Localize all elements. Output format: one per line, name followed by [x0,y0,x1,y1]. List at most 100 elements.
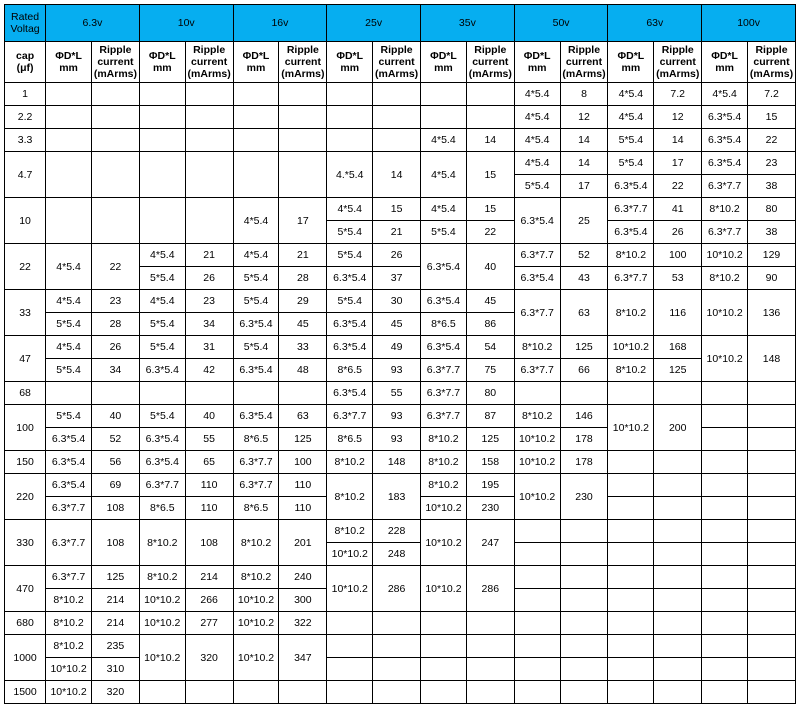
cell-rc: 14 [560,129,608,152]
cell-dl: 4*5.4 [608,83,654,106]
cell-dl: 5*5.4 [139,267,185,290]
cap-label: 680 [5,612,46,635]
subheader-ripple: Ripplecurrent(mArms) [92,42,140,83]
cell-dl-empty [327,83,373,106]
data-row: 4.74.*5.4144*5.4154*5.4145*5.4176.3*5.42… [5,152,796,175]
cell-dl: 4*5.4 [46,290,92,313]
cell-rc-empty [748,382,796,405]
subheader-ripple: Ripplecurrent(mArms) [560,42,608,83]
cell-dl-empty [702,405,748,428]
cell-dl: 6.3*5.4 [327,267,373,290]
header-cap: cap(μf) [5,42,46,83]
subheader-dl: ΦD*Lmm [46,42,92,83]
subheader-ripple: Ripplecurrent(mArms) [185,42,233,83]
cell-rc-empty [654,612,702,635]
cell-dl: 8*6.5 [421,313,467,336]
cell-dl: 6.3*7.7 [514,290,560,336]
cell-rc: 22 [654,175,702,198]
data-row: 14*5.484*5.47.24*5.47.2 [5,83,796,106]
cell-dl: 4*5.4 [514,129,560,152]
cell-dl-empty [702,658,748,681]
data-row: 3.34*5.4144*5.4145*5.4146.3*5.422 [5,129,796,152]
subheader-dl: ΦD*Lmm [327,42,373,83]
cap-label: 1 [5,83,46,106]
cell-dl-empty [139,681,185,704]
cell-rc: 22 [466,221,514,244]
cell-rc: 17 [560,175,608,198]
cell-rc: 125 [466,428,514,451]
cap-label: 1500 [5,681,46,704]
cell-rc: 54 [466,336,514,359]
cell-dl: 5*5.4 [139,405,185,428]
cell-dl: 5*5.4 [46,359,92,382]
cell-rc-empty [92,129,140,152]
cell-rc-empty [279,129,327,152]
cell-rc: 23 [92,290,140,313]
cell-rc: 87 [466,405,514,428]
cell-dl: 8*6.5 [327,428,373,451]
cell-rc: 214 [92,612,140,635]
cell-dl: 8*10.2 [421,428,467,451]
cell-dl: 6.3*7.7 [702,221,748,244]
cell-rc-empty [748,520,796,543]
cell-dl: 6.3*7.7 [421,359,467,382]
cell-dl: 5*5.4 [327,244,373,267]
cap-label: 2.2 [5,106,46,129]
cell-dl: 6.3*7.7 [514,244,560,267]
cell-dl-empty [702,382,748,405]
cell-rc: 55 [185,428,233,451]
data-row: 224*5.4224*5.4214*5.4215*5.4266.3*5.4406… [5,244,796,267]
cell-dl: 6.3*7.7 [233,451,279,474]
table-header: RatedVoltag6.3v10v16v25v35v50v63v100vcap… [5,5,796,83]
cell-dl-empty [139,129,185,152]
cell-dl: 8*10.2 [421,451,467,474]
cell-dl-empty [233,681,279,704]
cell-rc: 7.2 [748,83,796,106]
cell-dl: 5*5.4 [514,175,560,198]
cell-rc-empty [373,681,421,704]
cell-rc-empty [748,681,796,704]
cell-dl: 6.3*7.7 [514,359,560,382]
cell-dl: 10*10.2 [139,589,185,612]
cell-dl-empty [421,635,467,658]
cell-rc-empty [185,106,233,129]
cell-rc: 29 [279,290,327,313]
header-voltage-35v: 35v [421,5,515,42]
cell-rc: 168 [654,336,702,359]
cell-rc: 116 [654,290,702,336]
header-voltage-50v: 50v [514,5,608,42]
cell-dl-empty [327,106,373,129]
cell-dl-empty [702,612,748,635]
cell-dl: 10*10.2 [233,635,279,681]
cell-rc: 34 [92,359,140,382]
cell-rc: 14 [654,129,702,152]
cell-rc: 15 [748,106,796,129]
data-row: 104*5.4174*5.4154*5.4156.3*5.4256.3*7.74… [5,198,796,221]
cell-rc: 178 [560,428,608,451]
cell-rc: 34 [185,313,233,336]
cell-rc: 125 [279,428,327,451]
cell-dl: 6.3*7.7 [608,267,654,290]
cell-rc: 75 [466,359,514,382]
cell-rc-empty [654,658,702,681]
cell-rc: 52 [92,428,140,451]
cell-dl: 5*5.4 [327,221,373,244]
cell-rc: 48 [279,359,327,382]
cell-dl: 8*10.2 [702,267,748,290]
cell-dl: 6.3*5.4 [327,382,373,405]
cell-rc: 146 [560,405,608,428]
cell-rc-empty [279,106,327,129]
cell-rc: 43 [560,267,608,290]
cell-dl: 8*10.2 [233,566,279,589]
cell-dl-empty [608,612,654,635]
cell-dl: 10*10.2 [421,566,467,612]
cell-rc-empty [185,129,233,152]
cell-rc: 178 [560,451,608,474]
cell-rc: 110 [279,474,327,497]
cap-label: 150 [5,451,46,474]
subheader-ripple: Ripplecurrent(mArms) [748,42,796,83]
cell-dl-empty [514,681,560,704]
cell-rc: 230 [560,474,608,520]
cell-rc-empty [654,520,702,543]
cell-dl: 8*10.2 [139,566,185,589]
